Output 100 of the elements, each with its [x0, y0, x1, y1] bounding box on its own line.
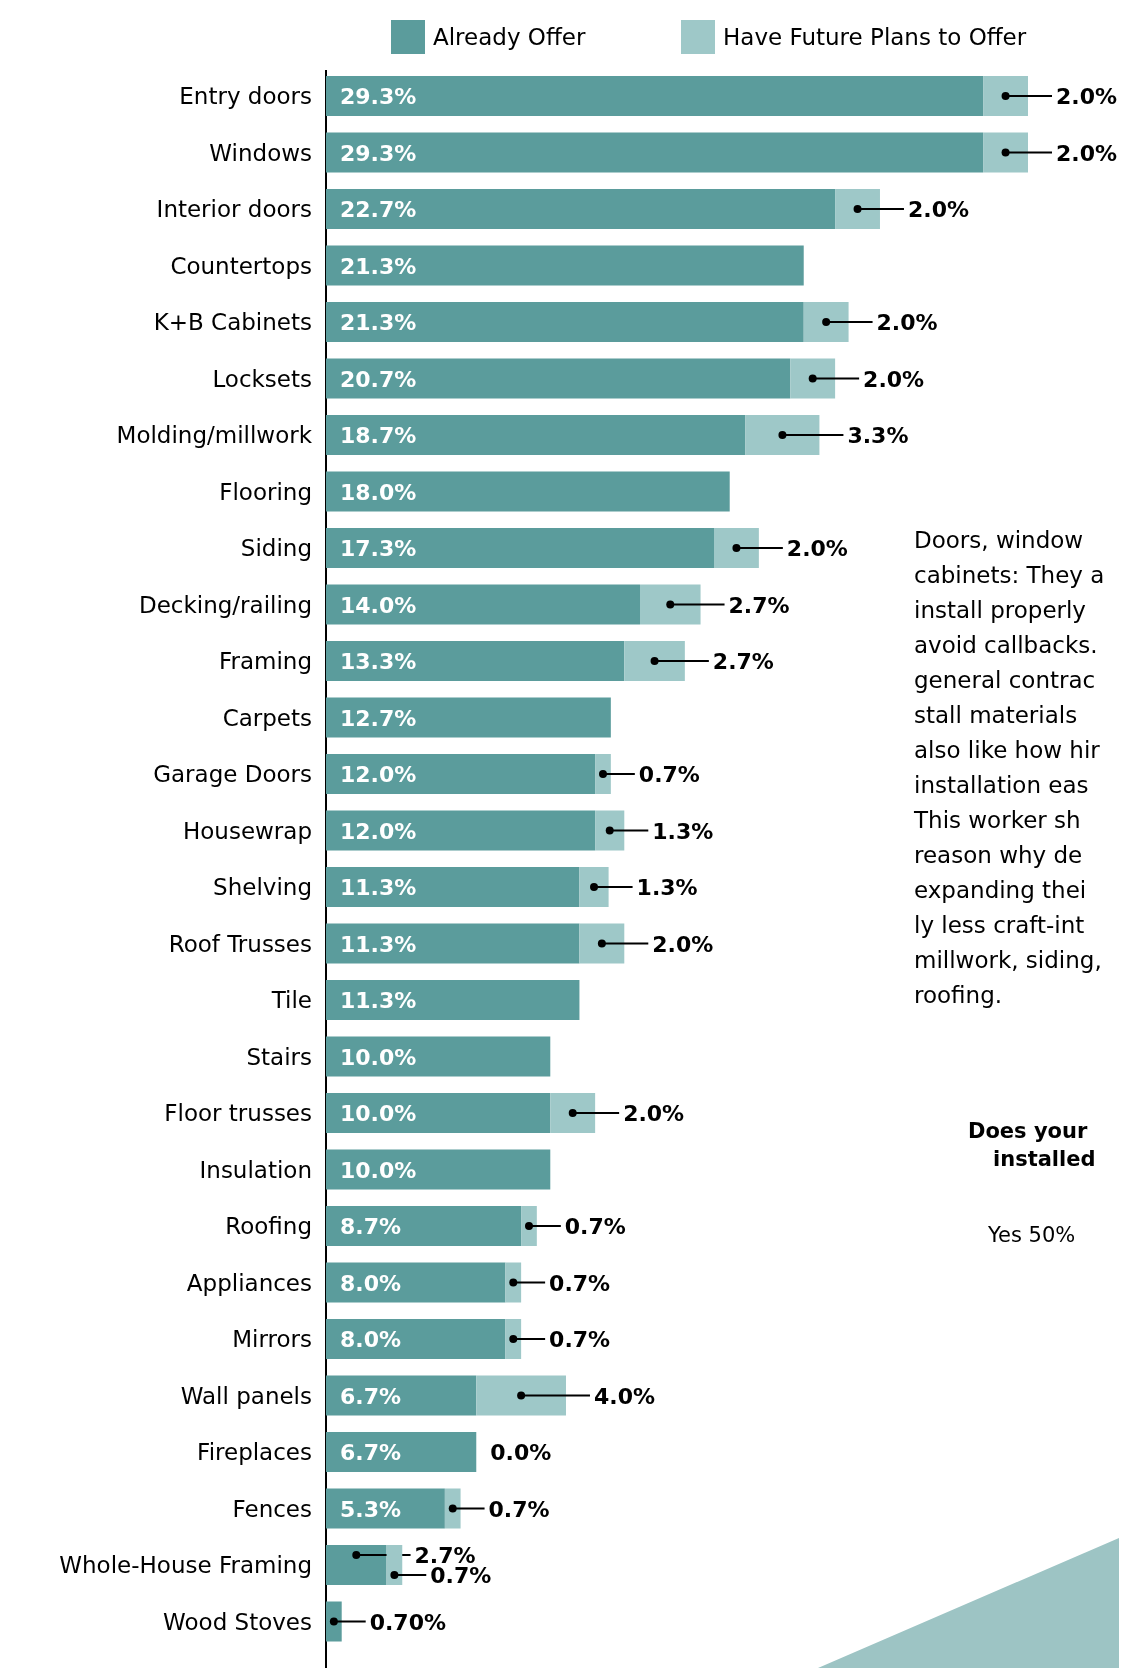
y-tick-label: Locksets: [212, 365, 312, 392]
bar: [326, 302, 804, 342]
data-label: 13.3%: [340, 649, 417, 674]
bar: [326, 810, 596, 851]
bar: [624, 641, 685, 681]
data-label: 0.7%: [564, 1214, 626, 1239]
bar: [579, 923, 625, 964]
bar: [595, 754, 611, 794]
data-label: 2.0%: [652, 931, 714, 957]
bar: [505, 1319, 522, 1359]
annotation: This worker sh: [913, 807, 1081, 833]
bar: [326, 1149, 551, 1190]
data-label: 0.7%: [488, 1496, 550, 1522]
data-label: 18.0%: [340, 479, 417, 505]
bar: [326, 867, 580, 907]
y-tick-label: Framing: [218, 648, 312, 674]
data-label: 8.0%: [340, 1270, 402, 1296]
data-label: 5.3%: [340, 1496, 402, 1522]
y-tick-label: Flooring: [219, 478, 312, 505]
annotation: stall materials: [914, 702, 1078, 728]
data-label: 4.0%: [593, 1383, 655, 1409]
bar: [326, 245, 804, 286]
data-label: 1.3%: [636, 875, 698, 900]
data-label: 20.7%: [340, 366, 417, 392]
bar: [326, 415, 746, 455]
y-tick-label: K+B Cabinets: [153, 309, 312, 335]
bar: [326, 1319, 506, 1359]
bar: [803, 302, 849, 342]
y-tick-label: Whole-House Framing: [59, 1552, 312, 1578]
bar: [714, 528, 759, 568]
bar: [326, 1093, 551, 1133]
bar: [326, 1545, 387, 1585]
bar: [983, 132, 1028, 173]
data-label: 29.3%: [340, 84, 417, 109]
data-label: 2.0%: [786, 536, 848, 561]
data-label: 17.3%: [340, 536, 417, 561]
bar: [326, 1262, 506, 1303]
bar: [326, 1375, 477, 1416]
y-tick-label: Molding/millwork: [116, 422, 313, 448]
data-label: 2.0%: [1056, 140, 1118, 166]
data-label: 2.0%: [1056, 84, 1118, 109]
bar: [505, 1262, 522, 1303]
bar: [326, 697, 611, 738]
bar: [521, 1206, 537, 1246]
data-label: 10.0%: [340, 1044, 417, 1070]
data-label: 11.3%: [340, 931, 417, 957]
bar: [326, 132, 984, 173]
data-label: 18.7%: [340, 423, 417, 448]
data-label: 0.7%: [549, 1327, 611, 1352]
bar: [444, 1488, 461, 1529]
data-label: 21.3%: [340, 253, 417, 279]
data-label: 12.0%: [340, 762, 417, 787]
y-tick-label: Siding: [240, 535, 312, 561]
bar: [326, 528, 715, 568]
y-tick-label: Shelving: [213, 874, 312, 900]
data-label: 0.0%: [490, 1440, 552, 1465]
y-tick-label: Windows: [209, 139, 312, 166]
data-label: 12.7%: [340, 705, 417, 731]
bar: [326, 641, 625, 681]
bar: [595, 810, 625, 851]
annotation: installation eas: [914, 772, 1089, 798]
data-label: 2.0%: [623, 1101, 685, 1126]
annotation: ly less craft-int: [914, 912, 1085, 938]
annotation: avoid callbacks.: [914, 632, 1098, 658]
bar: [326, 1036, 551, 1077]
data-label: 2.0%: [907, 197, 969, 222]
annotation: Does your: [968, 1119, 1088, 1143]
y-tick-label: Housewrap: [182, 817, 312, 844]
bar: [326, 1601, 342, 1642]
annotation: cabinets: They a: [914, 562, 1105, 588]
bar: [326, 754, 596, 794]
bar: [835, 189, 880, 229]
y-tick-label: Countertops: [170, 252, 312, 279]
y-tick-label: Entry doors: [179, 83, 312, 109]
data-label: 6.7%: [340, 1383, 402, 1409]
y-tick-label: Roof Trusses: [168, 930, 312, 957]
annotation: reason why de: [914, 842, 1083, 868]
y-tick-label: Tile: [270, 987, 312, 1013]
data-label: 3.3%: [847, 423, 909, 448]
data-label: 0.7%: [549, 1270, 611, 1296]
data-label: 2.7%: [712, 649, 774, 674]
bar: [326, 1432, 477, 1472]
data-label: 2.0%: [876, 310, 938, 335]
data-label: 8.0%: [340, 1327, 402, 1352]
bar: [639, 584, 701, 625]
y-tick-label: Wall panels: [180, 1382, 312, 1409]
bar: [326, 584, 640, 625]
y-tick-label: Appliances: [186, 1269, 312, 1296]
bar: [579, 867, 609, 907]
data-label: 11.3%: [340, 875, 417, 900]
y-tick-label: Stairs: [246, 1043, 312, 1070]
bar: [326, 76, 984, 116]
annotation: installed: [993, 1147, 1096, 1171]
data-label: 10.0%: [340, 1101, 417, 1126]
data-label: 0.70%: [369, 1609, 447, 1635]
y-tick-label: Fences: [232, 1495, 312, 1522]
annotation: millwork, siding,: [914, 947, 1102, 973]
data-label: 8.7%: [340, 1214, 402, 1239]
y-tick-label: Roofing: [225, 1213, 312, 1239]
y-tick-label: Carpets: [222, 704, 312, 731]
